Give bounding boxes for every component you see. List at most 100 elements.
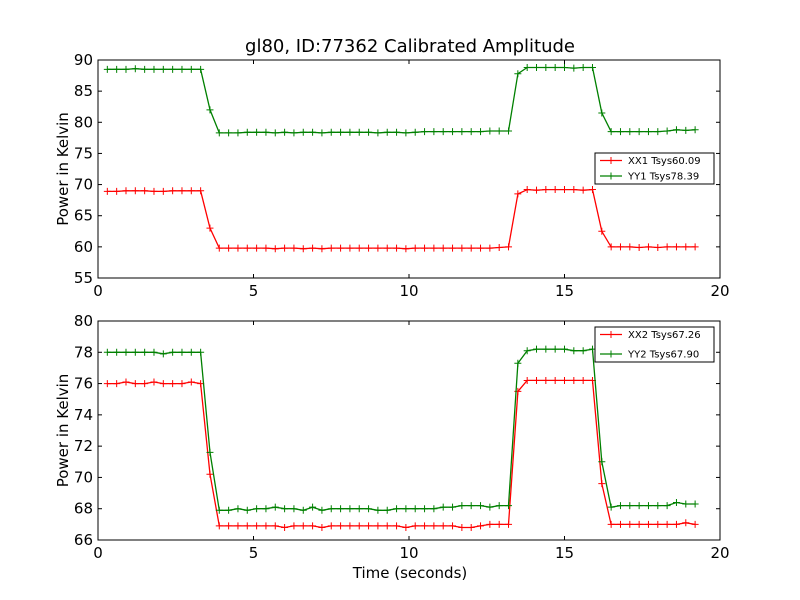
- data-point: [206, 448, 214, 456]
- data-point: [449, 128, 457, 136]
- legend: XX2 Tsys67.26 YY2 Tsys67.90: [594, 326, 715, 363]
- data-point: [113, 187, 121, 195]
- data-point: [355, 505, 363, 513]
- y-tick-label: 70: [74, 468, 93, 486]
- data-point: [309, 522, 317, 530]
- data-point: [281, 244, 289, 252]
- y-tick-label: 65: [74, 207, 93, 225]
- data-point: [663, 127, 671, 135]
- y-axis-label: Power in Kelvin: [54, 112, 72, 226]
- data-point: [187, 65, 195, 73]
- data-point: [206, 106, 214, 114]
- y-tick-label: 68: [74, 500, 93, 518]
- data-point: [672, 498, 680, 506]
- data-point: [103, 187, 111, 195]
- data-point: [644, 502, 652, 510]
- data-point: [131, 65, 139, 73]
- data-point: [598, 227, 606, 235]
- data-point: [150, 187, 158, 195]
- data-point: [691, 520, 699, 528]
- data-point: [467, 523, 475, 531]
- data-point: [561, 63, 568, 71]
- data-point: [262, 522, 270, 530]
- data-point: [281, 523, 289, 531]
- data-point: [299, 128, 307, 136]
- data-point: [523, 186, 531, 194]
- x-tick-label: 10: [399, 544, 418, 562]
- data-point: [430, 505, 438, 513]
- data-point: [150, 65, 158, 73]
- y-tick-label: 85: [74, 82, 93, 100]
- data-point: [542, 186, 550, 194]
- data-point: [663, 520, 671, 528]
- data-point: [561, 186, 568, 194]
- data-point: [393, 128, 401, 136]
- data-point: [299, 245, 307, 253]
- data-point: [262, 244, 270, 252]
- legend-label: XX2 Tsys67.26: [628, 330, 701, 341]
- data-point: [505, 502, 513, 510]
- data-point: [411, 522, 419, 530]
- data-point: [598, 480, 606, 488]
- data-point: [141, 187, 149, 195]
- data-point: [402, 245, 410, 253]
- data-point: [542, 345, 550, 353]
- data-point: [458, 244, 466, 252]
- data-point: [374, 244, 382, 252]
- data-point: [206, 224, 214, 232]
- legend-box: [594, 152, 715, 185]
- series-line: [107, 379, 696, 529]
- legend-marker: [607, 331, 615, 338]
- data-point: [402, 523, 410, 531]
- data-point: [663, 502, 671, 510]
- data-point: [169, 65, 177, 73]
- data-point: [439, 128, 447, 136]
- y-tick-label: 75: [74, 144, 93, 162]
- data-point: [672, 243, 680, 251]
- data-point: [374, 129, 382, 137]
- data-point: [337, 244, 345, 252]
- data-point: [383, 522, 391, 530]
- data-point: [337, 128, 345, 136]
- series-line: [107, 66, 696, 134]
- data-point: [187, 187, 195, 195]
- plots: 0 5 10 15 20 55 60 65 70 75 80 85 90 Power in Kelvin X…: [54, 51, 730, 562]
- data-point: [654, 502, 662, 510]
- y-tick-label: 80: [74, 312, 93, 330]
- legend-label: YY1 Tsys78.39: [627, 172, 699, 183]
- data-point: [318, 129, 326, 137]
- data-point: [243, 506, 251, 514]
- data-point: [626, 243, 634, 251]
- data-point: [309, 244, 317, 252]
- data-point: [402, 129, 410, 137]
- data-point: [327, 244, 335, 252]
- data-point: [691, 243, 699, 251]
- data-point: [458, 502, 466, 510]
- data-point: [421, 522, 429, 530]
- data-point: [103, 380, 111, 388]
- data-point: [187, 348, 195, 356]
- data-point: [514, 359, 522, 367]
- data-point: [570, 186, 578, 194]
- data-point: [616, 520, 624, 528]
- data-point: [505, 243, 513, 251]
- data-point: [290, 244, 298, 252]
- data-point: [318, 506, 326, 514]
- data-point: [561, 376, 568, 384]
- data-point: [318, 245, 326, 253]
- data-point: [691, 126, 699, 134]
- data-point: [169, 348, 177, 356]
- data-point: [290, 522, 298, 530]
- data-point: [365, 128, 373, 136]
- data-point: [458, 128, 466, 136]
- data-point: [644, 243, 652, 251]
- y-tick-label: 60: [74, 238, 93, 256]
- data-point: [225, 522, 233, 530]
- data-point: [271, 522, 279, 530]
- data-point: [421, 244, 429, 252]
- data-point: [542, 376, 550, 384]
- data-point: [533, 186, 541, 194]
- data-point: [421, 128, 429, 136]
- data-point: [113, 348, 121, 356]
- data-point: [495, 127, 503, 135]
